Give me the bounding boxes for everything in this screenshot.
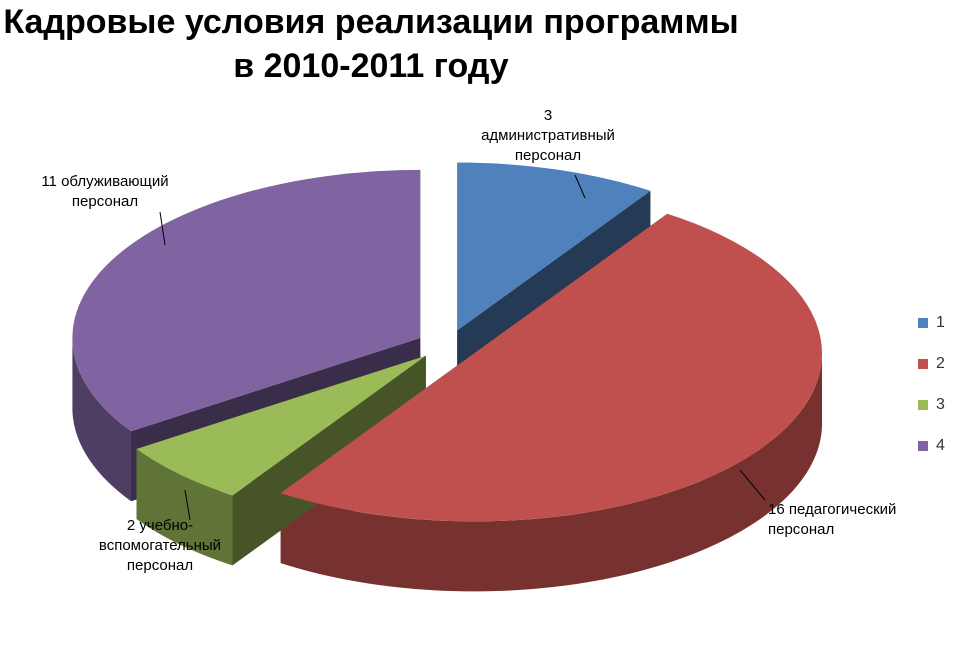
- data-label-4: 11 облуживающий персонал: [41, 173, 168, 210]
- data-label-3-line: 2 учебно-: [127, 517, 193, 534]
- legend-item-1: 1: [918, 313, 958, 333]
- data-label-4-line: 11 облуживающий: [41, 173, 168, 190]
- slice-4: [72, 169, 421, 432]
- leader-line-1: [574, 174, 586, 199]
- leader-line-4: [159, 211, 166, 246]
- data-label-1: 3 административный персонал: [481, 107, 615, 164]
- leader-line-2: [739, 469, 766, 501]
- legend-item-3: 3: [918, 395, 958, 415]
- legend-label-3: 3: [936, 396, 945, 413]
- legend: 1 2 3 4: [918, 313, 958, 477]
- data-label-4-line: персонал: [72, 193, 138, 210]
- legend-item-4: 4: [918, 436, 958, 456]
- data-label-1-line: персонал: [515, 147, 581, 164]
- legend-label-4: 4: [936, 437, 945, 454]
- data-label-3-line: персонал: [127, 557, 193, 574]
- chart-title: Кадровые условия реализации программы в …: [0, 0, 852, 88]
- legend-swatch-4: [918, 441, 928, 451]
- slice-3-wall: [136, 449, 233, 566]
- data-label-3-line: вспомогательный: [99, 537, 221, 554]
- chart-title-line-2: в 2010-2011 году: [233, 47, 509, 85]
- data-label-2: 16 педагогический персонал: [768, 501, 896, 538]
- chart-title-line-1: Кадровые условия реализации программы: [3, 3, 739, 41]
- slice-3: [136, 355, 426, 496]
- data-label-2-line: персонал: [768, 521, 834, 538]
- legend-label-1: 1: [936, 314, 945, 331]
- legend-label-2: 2: [936, 355, 945, 372]
- legend-swatch-2: [918, 359, 928, 369]
- slice-2: [280, 213, 823, 522]
- data-label-1-line: 3: [544, 107, 552, 124]
- slice-4-wall: [72, 340, 132, 502]
- legend-item-2: 2: [918, 354, 958, 374]
- slice-2-wall: [280, 355, 823, 592]
- data-label-2-line: 16 педагогический: [768, 501, 896, 518]
- legend-swatch-3: [918, 400, 928, 410]
- slice-1: [457, 162, 651, 331]
- legend-swatch-1: [918, 318, 928, 328]
- leader-line-3: [184, 489, 191, 521]
- data-label-3: 2 учебно-вспомогательный персонал: [99, 517, 221, 574]
- data-label-1-line: административный: [481, 127, 615, 144]
